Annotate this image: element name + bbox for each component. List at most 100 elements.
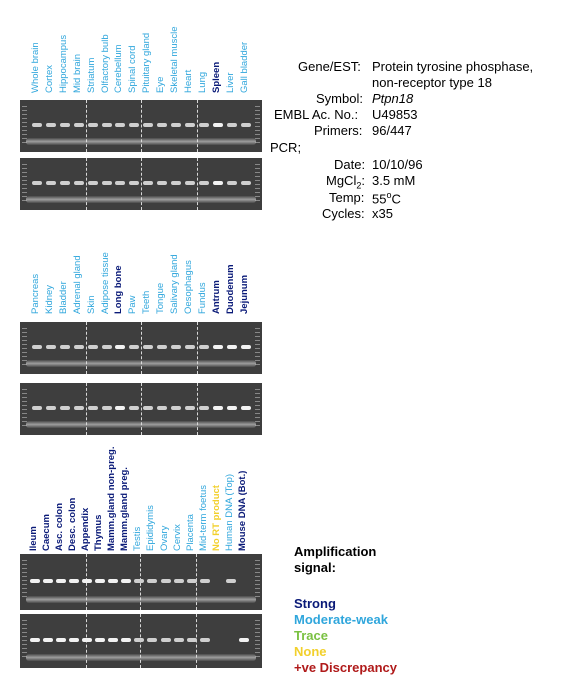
gel-band [184, 181, 195, 185]
embl-label: EMBL Ac. No.: [274, 107, 359, 122]
gel-band [199, 579, 210, 583]
gel-band [212, 123, 223, 127]
lane-label: Ileum [28, 526, 39, 551]
lane-label: Ovary [158, 525, 170, 551]
gel-band [108, 579, 119, 583]
gel-band [147, 579, 158, 583]
group-divider [197, 158, 198, 210]
group-divider [86, 158, 87, 210]
lane-label: Human DNA (Top) [223, 473, 235, 551]
gel-band [199, 638, 210, 642]
gel-band [134, 638, 145, 642]
lane-label: Antrum [210, 280, 222, 314]
gel-band [238, 638, 249, 642]
gel-band [87, 123, 98, 127]
gel-band [198, 123, 209, 127]
cycles-value: x35 [372, 206, 393, 221]
lane-label: Mid-term foetus [197, 485, 209, 551]
ladder-lane [22, 106, 27, 144]
lane-label: Long bone [113, 265, 125, 314]
lane-label: Testis [132, 526, 144, 551]
primers-value: 96/447 [372, 123, 412, 138]
gel-band [32, 181, 42, 185]
gel-band [115, 123, 126, 127]
gel-band [32, 123, 42, 127]
gene-value-2: non-receptor type 18 [372, 75, 492, 90]
group-divider [197, 322, 198, 374]
gene-label: Gene/EST: [298, 59, 361, 74]
gel-band [240, 181, 251, 185]
gel-band [43, 579, 54, 583]
gel-band [184, 406, 195, 410]
legend-none: None [294, 644, 327, 659]
gel-band [45, 406, 56, 410]
legend-strong: Strong [294, 596, 336, 611]
gel-band [143, 123, 154, 127]
gel-band [129, 181, 140, 185]
ladder-lane [22, 164, 27, 202]
lane-label: Epididymis [145, 505, 157, 551]
gel-panel [20, 554, 262, 610]
gel-band [160, 579, 171, 583]
gel-band [30, 638, 40, 642]
primer-smear [26, 654, 256, 661]
signal-legend: Amplification signal: Strong Moderate-we… [294, 544, 397, 676]
lane-label: Kidney [43, 284, 55, 314]
gel-band [157, 406, 168, 410]
gene-value-1: Protein tyrosine phosphase, [372, 59, 534, 74]
gel-band [45, 181, 56, 185]
gel-band [184, 345, 195, 349]
gel-band [73, 181, 84, 185]
gel-panel [20, 100, 262, 152]
group-divider [197, 100, 198, 152]
gel-band [212, 181, 223, 185]
gel-band [186, 579, 197, 583]
temp-value: 55oC [372, 190, 401, 207]
date-label: Date: [334, 157, 366, 172]
gel-band [56, 638, 67, 642]
gel-band [32, 406, 42, 410]
gel-band [212, 406, 223, 410]
primers-label: Primers: [314, 123, 363, 138]
gel-band [32, 345, 42, 349]
lane-label: Duodenum [224, 264, 236, 314]
cycles-label: Cycles: [322, 206, 365, 221]
gel-band [129, 406, 140, 410]
gel-band [143, 345, 154, 349]
mgcl-label: MgCl2: [326, 173, 365, 191]
gel-band [87, 406, 98, 410]
gel-panel [20, 158, 262, 210]
lane-label: Teeth [141, 290, 153, 314]
gel-band [101, 406, 112, 410]
gel-band [198, 345, 209, 349]
gel-band [198, 406, 209, 410]
lane-label: Salivary gland [169, 254, 180, 314]
gel-band [69, 638, 80, 642]
lane-label: No RT product [210, 485, 222, 551]
gel-band [101, 123, 112, 127]
lane-label: Oesophagus [182, 260, 194, 314]
gel-band [121, 638, 132, 642]
ladder-lane [255, 620, 260, 658]
gel-band [240, 345, 251, 349]
lane-label: Jejunum [238, 274, 250, 314]
gel-band [108, 638, 119, 642]
gel-band [82, 579, 93, 583]
lane-label: Appendix [80, 507, 92, 551]
group-divider [141, 383, 142, 435]
gel-band [59, 123, 70, 127]
gel-band [101, 181, 112, 185]
lane-label: Desc. colon [67, 497, 79, 551]
gel-band [157, 345, 168, 349]
ladder-lane [255, 164, 260, 202]
gel-band [45, 123, 56, 127]
lane-label: Paw [127, 295, 139, 314]
gel-band [173, 638, 184, 642]
symbol-label: Symbol: [316, 91, 363, 106]
gel-band [59, 181, 70, 185]
ladder-lane [255, 560, 260, 598]
ladder-lane [255, 106, 260, 144]
lane-label: Asc. colon [54, 502, 66, 551]
lane-label: Mouse DNA (Bot.) [236, 470, 248, 551]
gel-panel [20, 322, 262, 374]
